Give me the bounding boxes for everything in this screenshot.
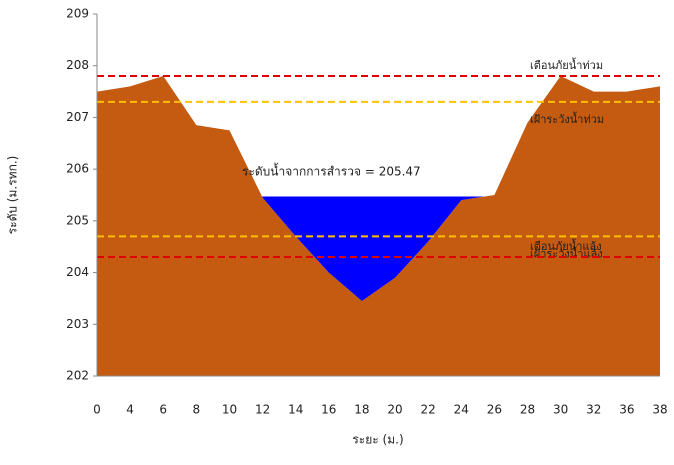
x-tick-label: 16 — [321, 403, 336, 417]
y-tick-label: 206 — [66, 162, 89, 176]
reference-label: เตือนภัยน้ำท่วม — [530, 57, 603, 72]
reference-label: เตือนภัยน้ำแล้ง — [530, 238, 602, 253]
x-tick-label: 36 — [619, 403, 634, 417]
x-tick-label: 6 — [159, 403, 167, 417]
y-tick-label: 209 — [66, 7, 89, 21]
x-tick-label: 14 — [288, 403, 303, 417]
x-tick-label: 32 — [586, 403, 601, 417]
ground-area — [97, 76, 660, 377]
water-level-label: ระดับน้ำจากการสำรวจ = 205.47 — [242, 163, 421, 179]
x-tick-label: 18 — [354, 403, 369, 417]
x-tick-label: 26 — [487, 403, 502, 417]
x-tick-label: 12 — [255, 403, 270, 417]
x-tick-label: 20 — [387, 403, 402, 417]
x-tick-label: 30 — [553, 403, 568, 417]
x-tick-label: 28 — [520, 403, 535, 417]
x-tick-label: 38 — [652, 403, 667, 417]
water-area — [262, 196, 485, 302]
y-tick-label: 205 — [66, 213, 89, 227]
x-tick-label: 8 — [193, 403, 201, 417]
y-tick-label: 202 — [66, 369, 89, 383]
x-tick-label: 0 — [93, 403, 101, 417]
reference-label: เฝ้าระวังน้ำท่วม — [530, 111, 604, 126]
x-tick-label: 10 — [222, 403, 237, 417]
y-tick-label: 203 — [66, 317, 89, 331]
x-tick-label: 24 — [454, 403, 469, 417]
x-axis-label: ระยะ (ม.) — [352, 433, 403, 447]
y-tick-label: 208 — [66, 58, 89, 72]
x-tick-label: 4 — [126, 403, 134, 417]
y-tick-label: 204 — [66, 265, 89, 279]
x-tick-label: 22 — [421, 403, 436, 417]
y-tick-label: 207 — [66, 110, 89, 124]
y-axis-label: ระดับ (ม.รทก.) — [6, 156, 20, 235]
